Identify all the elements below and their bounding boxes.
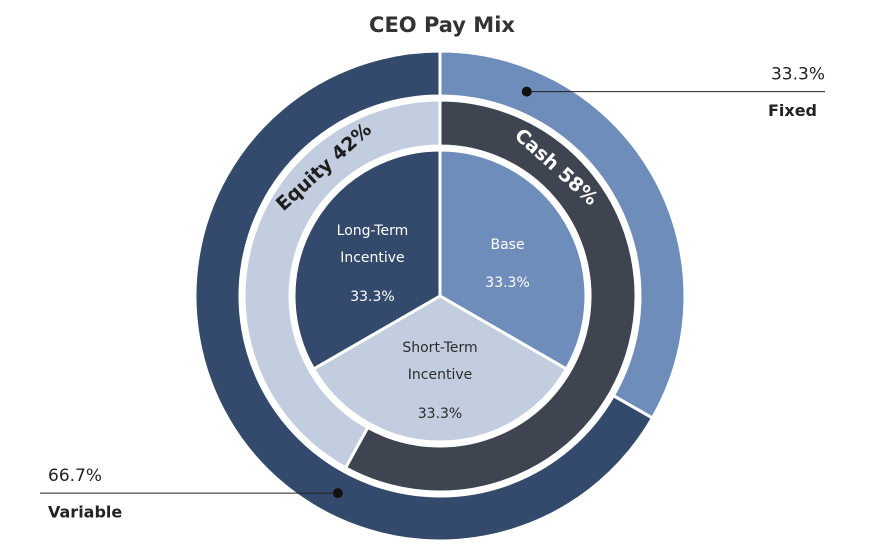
value-label: 33.3% [485, 275, 529, 291]
annotation-value: 66.7% [48, 466, 102, 486]
value-label: 33.3% [350, 289, 394, 305]
chart-title: CEO Pay Mix [369, 13, 515, 37]
leader-dot [332, 488, 343, 499]
slice-label: Base [491, 237, 525, 253]
annotation-value: 33.3% [771, 65, 825, 85]
leader-dot [521, 86, 532, 97]
slice [193, 49, 655, 543]
slice-label: Short-Term Incentive [402, 340, 477, 383]
value-label: 33.3% [418, 406, 462, 422]
slice [292, 148, 442, 372]
slice-label: Long-Term Incentive [337, 223, 409, 266]
slice [438, 148, 588, 372]
annotation-label: Fixed [768, 101, 817, 120]
slice [242, 98, 442, 470]
slice [311, 294, 569, 444]
annotation-label: Variable [48, 503, 122, 522]
slice [343, 98, 638, 494]
